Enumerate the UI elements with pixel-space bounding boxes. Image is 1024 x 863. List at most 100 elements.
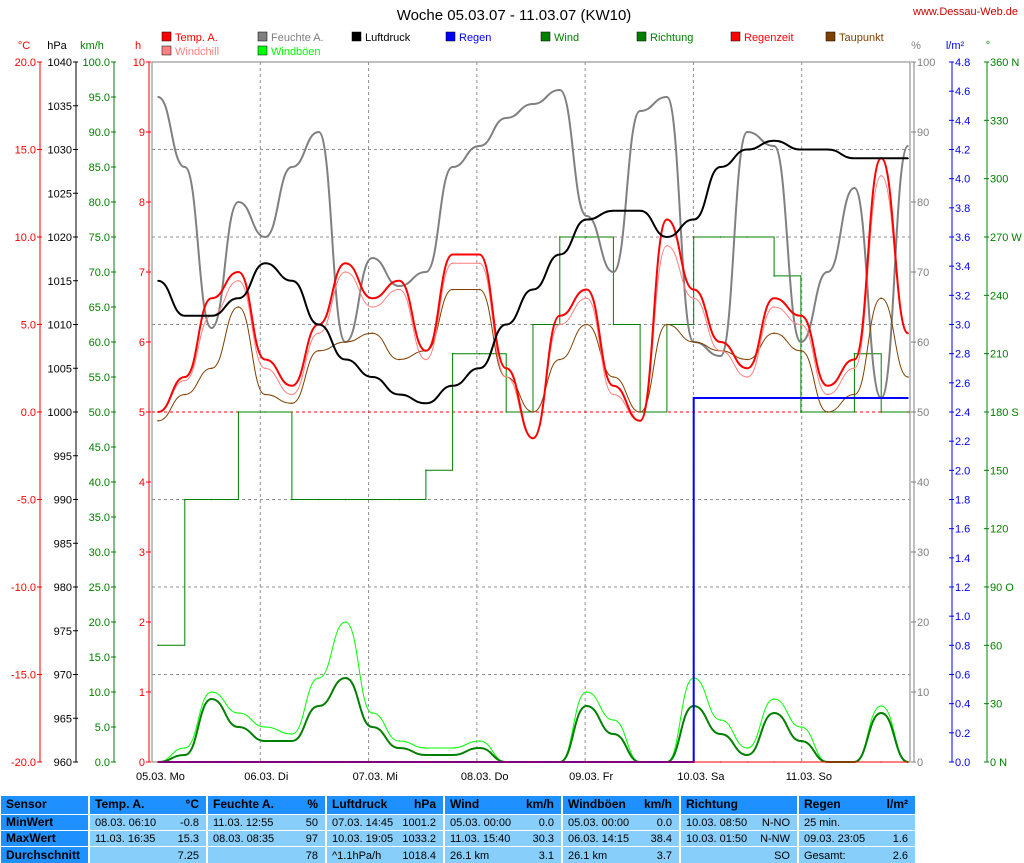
point-windchill xyxy=(773,306,775,308)
tick-rain: 0.6 xyxy=(955,670,970,682)
tick-rain: 1.6 xyxy=(955,524,970,536)
legend-swatch-6 xyxy=(540,31,551,42)
axis-units: °C hPa km/h h% l/m² ° xyxy=(18,40,990,52)
point-richtung xyxy=(371,498,374,501)
tick-direction: 210 xyxy=(990,349,1008,361)
point-wind xyxy=(612,733,615,735)
point-feuchte-a xyxy=(505,117,508,119)
point-windchill xyxy=(237,280,240,282)
point-feuchte-a xyxy=(666,96,668,98)
point-temp-a xyxy=(210,297,213,300)
point-luftdruck xyxy=(425,402,427,405)
point-regenzeit xyxy=(639,761,641,763)
point-feuchte-a xyxy=(826,271,829,273)
tick-temp: 5.0 xyxy=(21,320,36,332)
tick-rain: 2.8 xyxy=(955,349,970,361)
cell-avg-date-6: Gesamt: xyxy=(804,850,846,862)
series-taupunkt xyxy=(157,289,909,422)
point-temp-a xyxy=(425,350,427,352)
point-regenzeit xyxy=(746,761,749,763)
table-cell xyxy=(90,847,206,863)
point-richtung xyxy=(746,236,749,238)
point-wind xyxy=(291,740,293,742)
series-layer xyxy=(157,88,909,763)
tick-direction: 360 N xyxy=(990,57,1019,69)
tick-humidity: 20 xyxy=(917,617,929,629)
point-taupunkt xyxy=(344,341,347,343)
point-taupunkt xyxy=(639,411,641,413)
point-regen xyxy=(719,397,722,399)
tick-rain: 0.4 xyxy=(955,699,970,711)
table-cell xyxy=(1,815,88,830)
point-richtung xyxy=(398,498,400,501)
tick-wind: 15.0 xyxy=(89,652,110,664)
tick-direction: 330 xyxy=(990,115,1008,127)
point-windb-en xyxy=(478,740,481,742)
day-label-3: 08.03. Do xyxy=(461,771,509,783)
unit-wind: km/h xyxy=(80,40,104,52)
point-regenzeit xyxy=(853,761,856,763)
point-wind xyxy=(210,698,213,700)
point-windchill xyxy=(746,376,749,378)
table-cell xyxy=(327,847,443,863)
point-temp-a xyxy=(666,218,668,221)
point-taupunkt xyxy=(371,332,374,335)
point-regenzeit xyxy=(773,761,775,763)
point-temp-a xyxy=(773,297,775,300)
point-feuchte-a xyxy=(585,215,588,217)
tick-rain: 1.0 xyxy=(955,611,970,623)
table-cell xyxy=(445,815,561,830)
point-regenzeit xyxy=(291,761,293,763)
cell-avg-value-1: 78 xyxy=(306,850,318,862)
tick-direction: 150 xyxy=(990,465,1008,477)
point-windchill xyxy=(692,297,695,300)
cell-max-date-1: 08.03. 08:35 xyxy=(213,833,274,845)
point-luftdruck xyxy=(210,315,213,317)
tick-temp: -5.0 xyxy=(17,495,36,507)
chart-title: Woche 05.03.07 - 11.03.07 (KW10) xyxy=(397,7,632,24)
tick-direction: 240 xyxy=(990,290,1008,302)
tick-wind: 50.0 xyxy=(89,407,110,419)
point-feuchte-a xyxy=(773,145,775,147)
table-cell xyxy=(445,847,561,863)
point-windb-en xyxy=(425,747,427,749)
point-taupunkt xyxy=(559,358,561,361)
point-windchill xyxy=(612,393,615,396)
axes: 20.015.010.05.00.0-5.0-10.0-15.0-20.0104… xyxy=(11,57,1022,769)
point-wind xyxy=(264,740,266,742)
point-feuchte-a xyxy=(478,145,481,147)
point-taupunkt xyxy=(184,393,186,396)
table-cell xyxy=(1,796,88,814)
point-temp-a xyxy=(237,271,240,273)
point-taupunkt xyxy=(692,341,695,343)
point-wind xyxy=(425,754,427,756)
point-windb-en xyxy=(371,712,374,714)
cell-max-date-6: 09.03. 23:05 xyxy=(804,833,865,845)
legend-swatch-0 xyxy=(161,31,172,42)
point-taupunkt xyxy=(210,367,213,370)
point-wind xyxy=(344,677,347,679)
point-windchill xyxy=(826,393,829,396)
point-windb-en xyxy=(746,747,749,749)
point-regenzeit xyxy=(826,761,829,763)
point-wind xyxy=(719,733,722,735)
table-cell xyxy=(327,796,443,814)
point-windchill xyxy=(451,262,454,265)
legend-label-2: Feuchte A. xyxy=(271,32,324,44)
point-luftdruck xyxy=(157,280,159,282)
tick-wind: 30.0 xyxy=(89,547,110,559)
point-regenzeit xyxy=(317,761,320,763)
point-richtung xyxy=(478,352,481,355)
point-windb-en xyxy=(317,677,320,679)
table-cell xyxy=(681,847,797,863)
tick-pressure: 1035 xyxy=(48,101,72,113)
cell-max-value-2: 1033.2 xyxy=(402,833,436,845)
point-wind xyxy=(800,740,802,742)
table-cell xyxy=(681,815,797,830)
point-temp-a xyxy=(853,358,856,361)
tick-hours: 4 xyxy=(139,477,145,489)
point-regenzeit xyxy=(800,761,802,763)
tick-rain: 2.6 xyxy=(955,378,970,390)
point-regenzeit xyxy=(371,761,374,763)
point-temp-a xyxy=(264,358,266,361)
